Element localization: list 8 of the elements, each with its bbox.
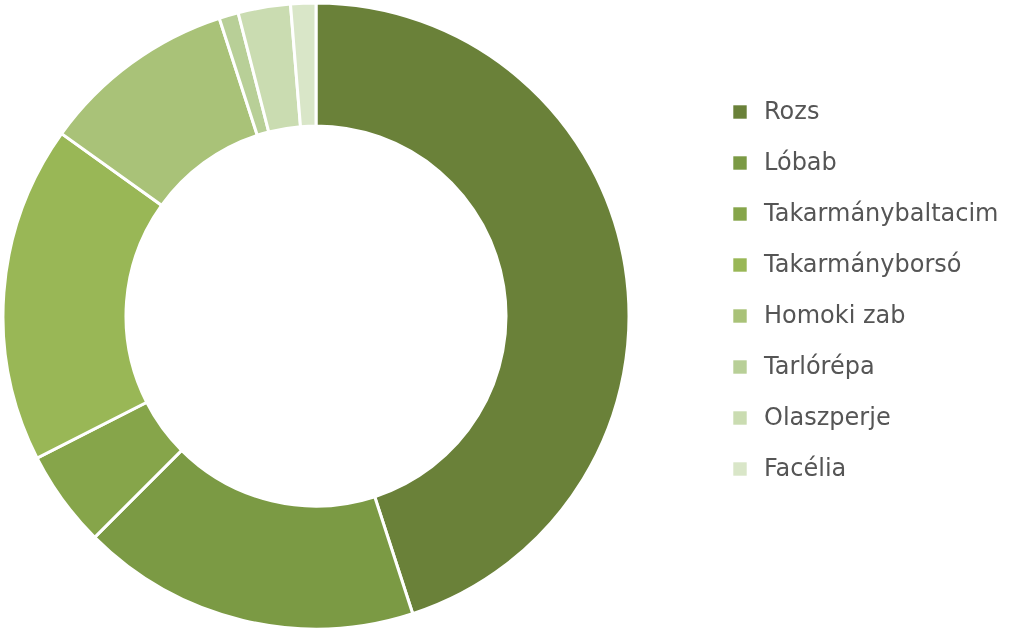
legend-label: Facélia <box>764 454 847 482</box>
legend-label: Homoki zab <box>764 301 906 329</box>
legend-label: Lóbab <box>764 148 837 176</box>
legend-label: Tarlórépa <box>763 352 875 380</box>
legend-label: Rozs <box>764 97 820 125</box>
legend-label: Takarmánybaltacim <box>763 199 999 227</box>
legend-label: Takarmányborsó <box>763 250 962 278</box>
legend-label: Olaszperje <box>764 403 891 431</box>
